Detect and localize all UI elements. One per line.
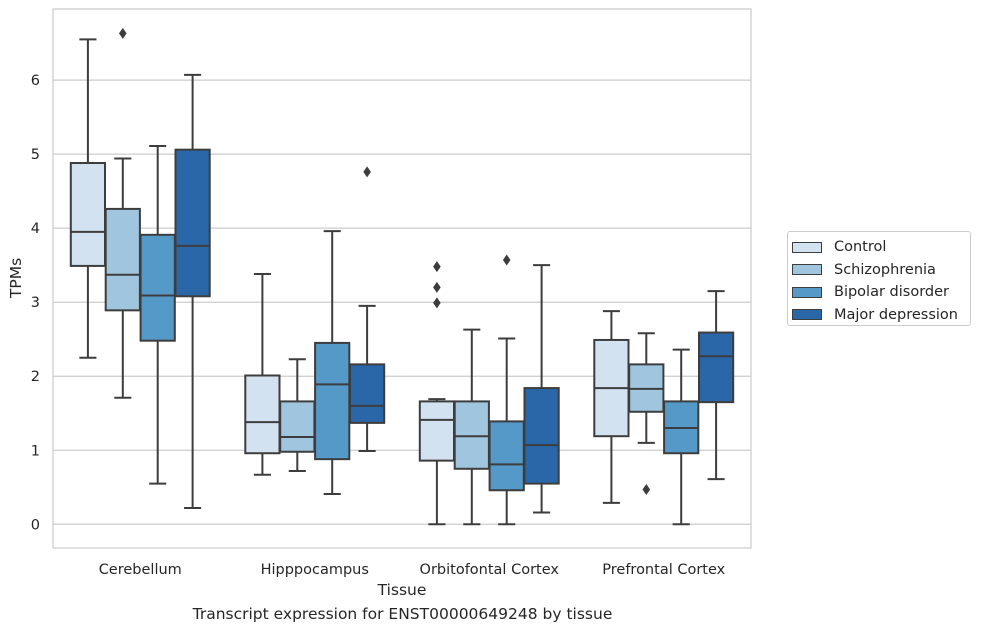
outlier-point — [363, 166, 371, 178]
box-iqr — [314, 341, 351, 461]
y-tick-label: 2 — [31, 369, 40, 385]
box-2-2 — [488, 254, 525, 526]
y-tick-label: 4 — [31, 221, 40, 237]
box-iqr — [244, 374, 281, 455]
box-iqr — [523, 387, 560, 485]
box-iqr — [139, 233, 176, 342]
outlier-point — [642, 484, 651, 496]
box-iqr — [697, 331, 735, 404]
outlier-point — [433, 281, 441, 293]
box-2-0 — [418, 261, 456, 526]
box-iqr — [348, 363, 386, 424]
outlier-point — [502, 254, 511, 266]
box-iqr — [453, 400, 490, 470]
legend-item: Control — [792, 236, 970, 259]
legend-swatch — [792, 286, 822, 298]
box-iqr — [104, 207, 141, 312]
box-1-3 — [348, 166, 386, 453]
legend-item: Major depression — [792, 304, 970, 327]
legend-label: Schizophrenia — [834, 261, 936, 278]
legend-item: Bipolar disorder — [792, 281, 970, 304]
box-1-0 — [244, 273, 281, 476]
box-1-1 — [279, 358, 316, 472]
box-iqr — [418, 400, 456, 462]
y-tick-label: 6 — [31, 73, 40, 89]
legend: Control Schizophrenia Bipolar disorder Majo… — [787, 231, 971, 326]
box-1-2 — [314, 230, 351, 495]
x-axis-label: Tissue — [377, 581, 427, 599]
outlier-point — [433, 297, 441, 309]
box-0-3 — [174, 73, 211, 510]
box-0-2 — [139, 144, 176, 485]
box-2-3 — [523, 264, 560, 514]
y-tick-label: 3 — [31, 295, 40, 311]
box-iqr — [488, 420, 525, 492]
x-tick-label: Orbitofontal Cortex — [420, 562, 560, 578]
box-iqr — [279, 400, 316, 453]
box-groups — [69, 27, 735, 526]
box-3-2 — [663, 348, 700, 526]
outlier-point — [433, 261, 441, 273]
y-tick-label: 0 — [31, 517, 40, 533]
chart-caption: Transcript expression for ENST0000064924… — [192, 605, 613, 623]
outlier-point — [119, 27, 127, 39]
plot-frame — [52, 8, 752, 549]
legend-swatch — [792, 264, 822, 276]
x-tick-labels: Cerebellum Hipppocampus Orbitofontal Corte… — [99, 562, 726, 578]
x-tick-label: Prefrontal Cortex — [602, 562, 725, 578]
box-0-1 — [104, 27, 141, 399]
box-3-0 — [593, 310, 630, 504]
box-3-3 — [697, 290, 735, 481]
legend-label: Control — [834, 239, 887, 256]
box-3-1 — [628, 332, 665, 496]
legend-item: Schizophrenia — [792, 259, 970, 282]
x-tick-label: Hipppocampus — [261, 562, 369, 578]
y-tick-label: 1 — [31, 443, 40, 459]
x-tick-label: Cerebellum — [99, 562, 182, 578]
y-tick-label: 5 — [31, 147, 40, 163]
legend-swatch — [792, 309, 822, 321]
box-iqr — [174, 148, 211, 298]
legend-label: Bipolar disorder — [834, 284, 949, 301]
box-2-1 — [453, 328, 490, 526]
box-iqr — [69, 162, 107, 267]
legend-label: Major depression — [834, 306, 958, 323]
legend-swatch — [792, 241, 822, 253]
box-0-0 — [69, 38, 107, 359]
y-tick-labels: 0 1 2 3 4 5 6 — [31, 73, 40, 533]
y-axis-label: TPMs — [7, 258, 25, 299]
